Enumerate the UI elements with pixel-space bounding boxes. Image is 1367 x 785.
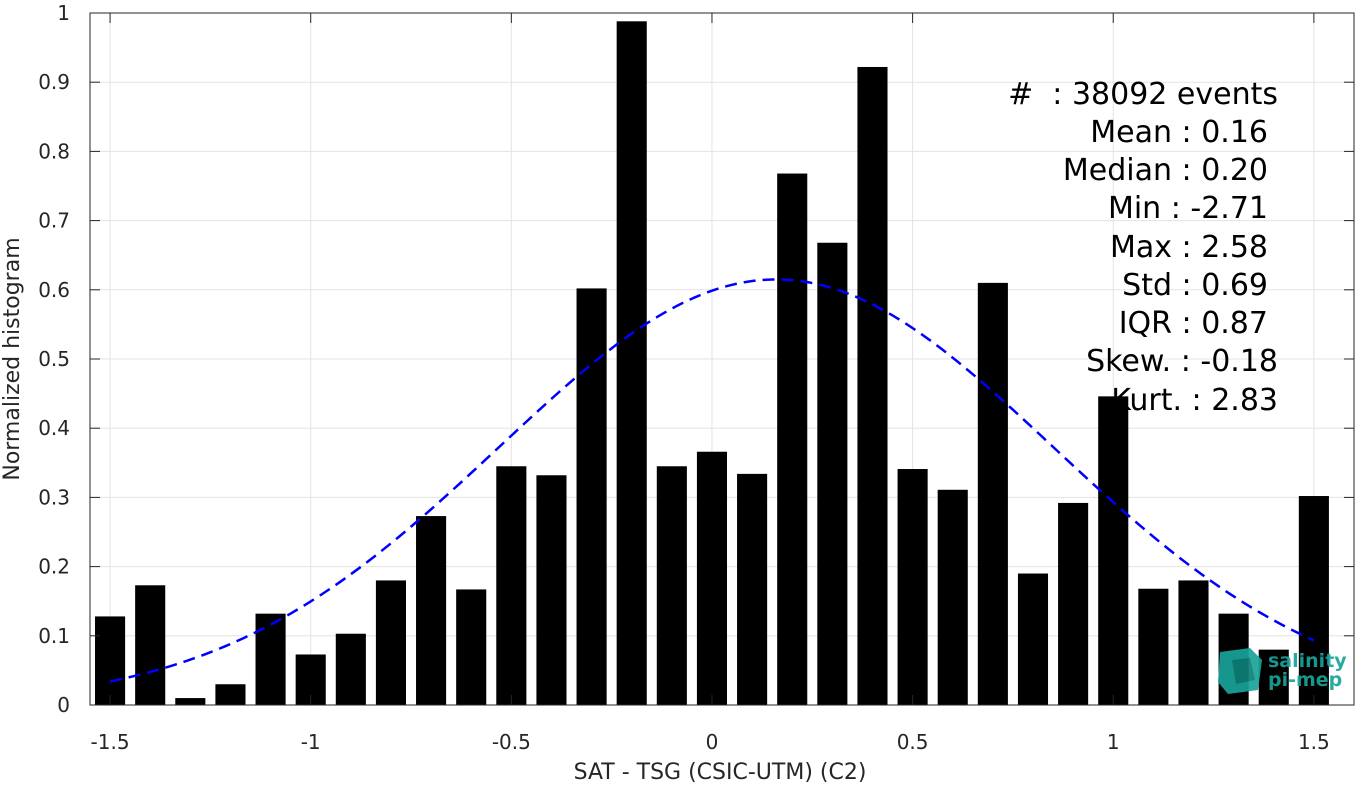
histogram-bar — [1058, 502, 1089, 705]
histogram-bar — [777, 173, 808, 705]
stat-skew: Skew. : -0.18 — [1086, 344, 1278, 379]
y-tick-label: 0 — [57, 693, 70, 717]
y-axis-label: Normalized histogram — [0, 237, 25, 480]
histogram-bar — [1098, 396, 1129, 705]
histogram-bar — [576, 288, 607, 705]
histogram-bar — [496, 466, 527, 705]
x-axis-ticks: -1.5 -1 -0.5 0 0.5 1 1.5 — [91, 13, 1330, 754]
gaussian-fit-curve — [109, 278, 1315, 683]
histogram-bar — [536, 475, 567, 705]
stat-mean: Mean : 0.16 — [1090, 115, 1268, 150]
histogram-bar — [175, 698, 206, 705]
x-axis-label: SAT - TSG (CSIC-UTM) (C2) — [574, 760, 867, 785]
histogram-bar — [937, 489, 968, 705]
histogram-bar — [215, 684, 246, 705]
histogram-bar — [416, 516, 447, 705]
histogram-bar — [977, 282, 1008, 705]
histogram-bar — [135, 585, 166, 705]
stat-min: Min : -2.71 — [1108, 191, 1268, 226]
y-tick-label: 0.1 — [38, 624, 70, 648]
y-tick-label: 0.4 — [38, 416, 70, 440]
histogram-bar — [95, 616, 126, 705]
stats-box: # : 38092 events Mean : 0.16 Median : 0.… — [1008, 77, 1278, 418]
logo-text-salinity: salinity — [1268, 650, 1347, 672]
histogram-bars — [95, 21, 1329, 705]
x-tick-label: -1 — [301, 730, 321, 754]
histogram-bar — [656, 466, 687, 705]
logo-text-pimep: pi-mep — [1268, 669, 1342, 691]
histogram-bar — [696, 451, 728, 705]
x-tick-label: -1.5 — [91, 730, 130, 754]
histogram-bar — [255, 613, 286, 705]
histogram-bar — [857, 66, 888, 705]
histogram-bar — [456, 589, 487, 705]
y-tick-label: 1 — [57, 1, 70, 25]
y-tick-label: 0.3 — [38, 485, 70, 509]
x-tick-label: 1.5 — [1298, 730, 1330, 754]
stat-max: Max : 2.58 — [1110, 230, 1268, 265]
histogram-bar — [817, 242, 848, 705]
histogram-bar — [1258, 649, 1289, 705]
y-tick-label: 0.2 — [38, 555, 70, 579]
histogram-bar — [1138, 588, 1169, 705]
x-tick-label: 0 — [706, 730, 719, 754]
stat-events: # : 38092 events — [1008, 77, 1278, 112]
histogram-bar — [335, 633, 366, 705]
x-tick-label: 1 — [1107, 730, 1120, 754]
salinity-pimep-logo: salinity pi-mep — [1218, 648, 1347, 694]
stat-kurt: Kurt. : 2.83 — [1111, 383, 1278, 418]
histogram-bar — [375, 580, 406, 705]
stat-median: Median : 0.20 — [1063, 153, 1268, 188]
stat-iqr: IQR : 0.87 — [1119, 306, 1268, 341]
y-tick-label: 0.6 — [38, 278, 70, 302]
y-tick-label: 0.8 — [38, 139, 70, 163]
stat-std: Std : 0.69 — [1122, 268, 1268, 303]
histogram-bar — [1178, 580, 1209, 705]
y-tick-label: 0.5 — [38, 347, 70, 371]
x-tick-label: 0.5 — [897, 730, 929, 754]
histogram-bar — [1298, 496, 1329, 705]
y-tick-label: 0.7 — [38, 209, 70, 233]
histogram-bar — [1017, 573, 1049, 705]
histogram-bar — [737, 473, 768, 705]
x-tick-label: -0.5 — [492, 730, 531, 754]
y-tick-label: 0.9 — [38, 70, 70, 94]
histogram-bar — [616, 21, 647, 705]
y-axis-ticks: 0 0.1 0.2 0.3 0.4 0.5 0.6 0.7 0.8 0.9 1 — [38, 1, 1354, 717]
histogram-bar — [897, 469, 928, 705]
